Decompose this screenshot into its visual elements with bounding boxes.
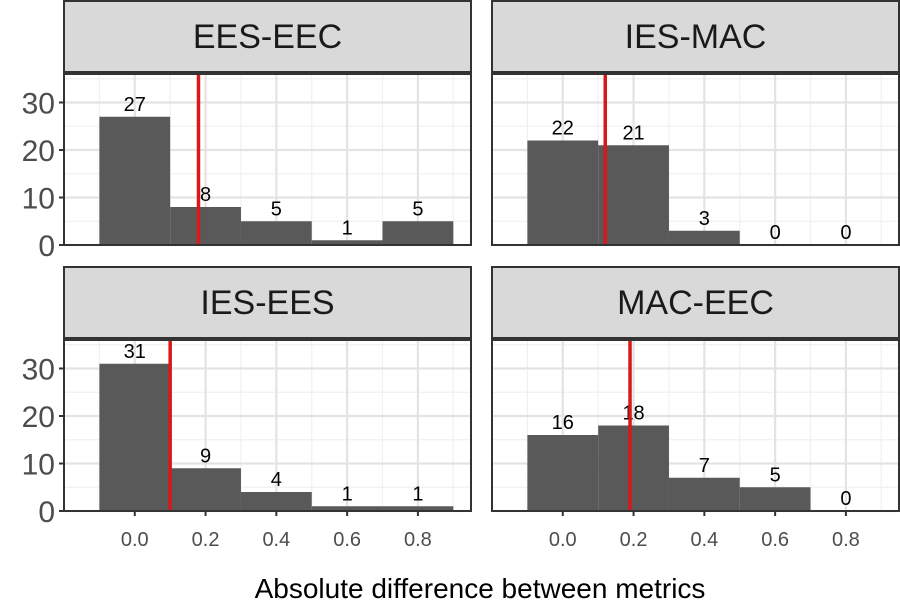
panel-border (63, 339, 472, 512)
bar-count-label: 18 (622, 403, 644, 425)
x-tick-label: 0.0 (549, 529, 577, 551)
x-tick-label: 0.0 (121, 529, 149, 551)
histogram-bar (598, 145, 669, 245)
panel-mac-eec: MAC-EEC 16 18 7 5 0 0.0 0.2 0.4 0.6 0.8 (491, 266, 900, 551)
bar-count-label: 1 (412, 483, 423, 505)
panel-strip-ies-ees (63, 266, 472, 339)
bar-count-label: 22 (552, 118, 574, 140)
y-tick-label: 20 (22, 135, 55, 168)
histogram-bar (170, 468, 241, 511)
bar-count-label: 5 (271, 198, 282, 220)
panel-strip-ies-mac (491, 0, 900, 73)
bar-count-label: 5 (770, 464, 781, 486)
panel-strip-ees-eec (63, 0, 472, 73)
bar-count-label: 5 (412, 198, 423, 220)
histogram-bar (382, 506, 454, 511)
histogram-bar (527, 435, 599, 511)
bar-count-label: 21 (622, 122, 644, 144)
x-tick-label: 0.8 (404, 529, 432, 551)
x-tick-label: 0.4 (690, 529, 718, 551)
histogram-bar (739, 487, 811, 511)
histogram-bar (170, 207, 241, 245)
bar-count-label: 31 (124, 341, 146, 363)
y-tick-label: 10 (22, 449, 55, 482)
y-tick-label: 0 (38, 230, 55, 263)
bar-count-label: 16 (552, 412, 574, 434)
histogram-bar (99, 363, 171, 511)
histogram-bar (240, 221, 312, 245)
x-tick-label: 0.8 (832, 529, 860, 551)
panel-border (491, 73, 900, 246)
x-axis-title: Absolute difference between metrics (255, 573, 706, 600)
histogram-bar (99, 116, 171, 245)
panel-ies-mac: IES-MAC 22 21 3 0 0 (491, 0, 900, 247)
bar-count-label: 7 (699, 455, 710, 477)
y-tick-label: 0 (38, 496, 55, 529)
x-tick-label: 0.4 (262, 529, 290, 551)
bar-count-label: 1 (342, 483, 353, 505)
y-tick-label: 30 (22, 88, 55, 121)
histogram-bar (240, 492, 312, 511)
bar-count-label: 3 (699, 208, 710, 230)
panel-title-ies-mac: IES-MAC (625, 18, 767, 56)
histogram-bar (382, 221, 454, 245)
panel-border (63, 73, 472, 246)
panel-border (491, 339, 900, 512)
histogram-bar (598, 425, 669, 511)
bar-count-label: 8 (200, 184, 211, 206)
y-tick-label: 30 (22, 354, 55, 387)
bar-count-label: 9 (200, 445, 211, 467)
y-tick-label: 20 (22, 401, 55, 434)
y-tick-label: 10 (22, 183, 55, 216)
histogram-bar (527, 140, 599, 245)
histogram-bar (668, 230, 740, 245)
bar-count-label: 1 (342, 217, 353, 239)
x-tick-label: 0.6 (333, 529, 361, 551)
x-tick-label: 0.6 (761, 529, 789, 551)
x-tick-label: 0.2 (192, 529, 220, 551)
bar-count-label: 0 (840, 488, 851, 510)
x-tick-label: 0.2 (620, 529, 648, 551)
bar-count-label: 4 (271, 469, 282, 491)
histogram-bar (311, 240, 383, 245)
panel-title-mac-eec: MAC-EEC (617, 284, 774, 322)
panel-title-ees-eec: EES-EEC (193, 18, 342, 56)
histogram-bar (668, 477, 740, 511)
bar-count-label: 0 (770, 222, 781, 244)
bar-count-label: 27 (124, 94, 146, 116)
panel-title-ies-ees: IES-EES (200, 284, 334, 322)
panel-ees-eec: EES-EEC 27 8 5 1 5 0 10 20 30 (22, 0, 472, 263)
bar-count-label: 0 (840, 222, 851, 244)
histogram-bar (311, 506, 383, 511)
panel-strip-mac-eec (491, 266, 900, 339)
